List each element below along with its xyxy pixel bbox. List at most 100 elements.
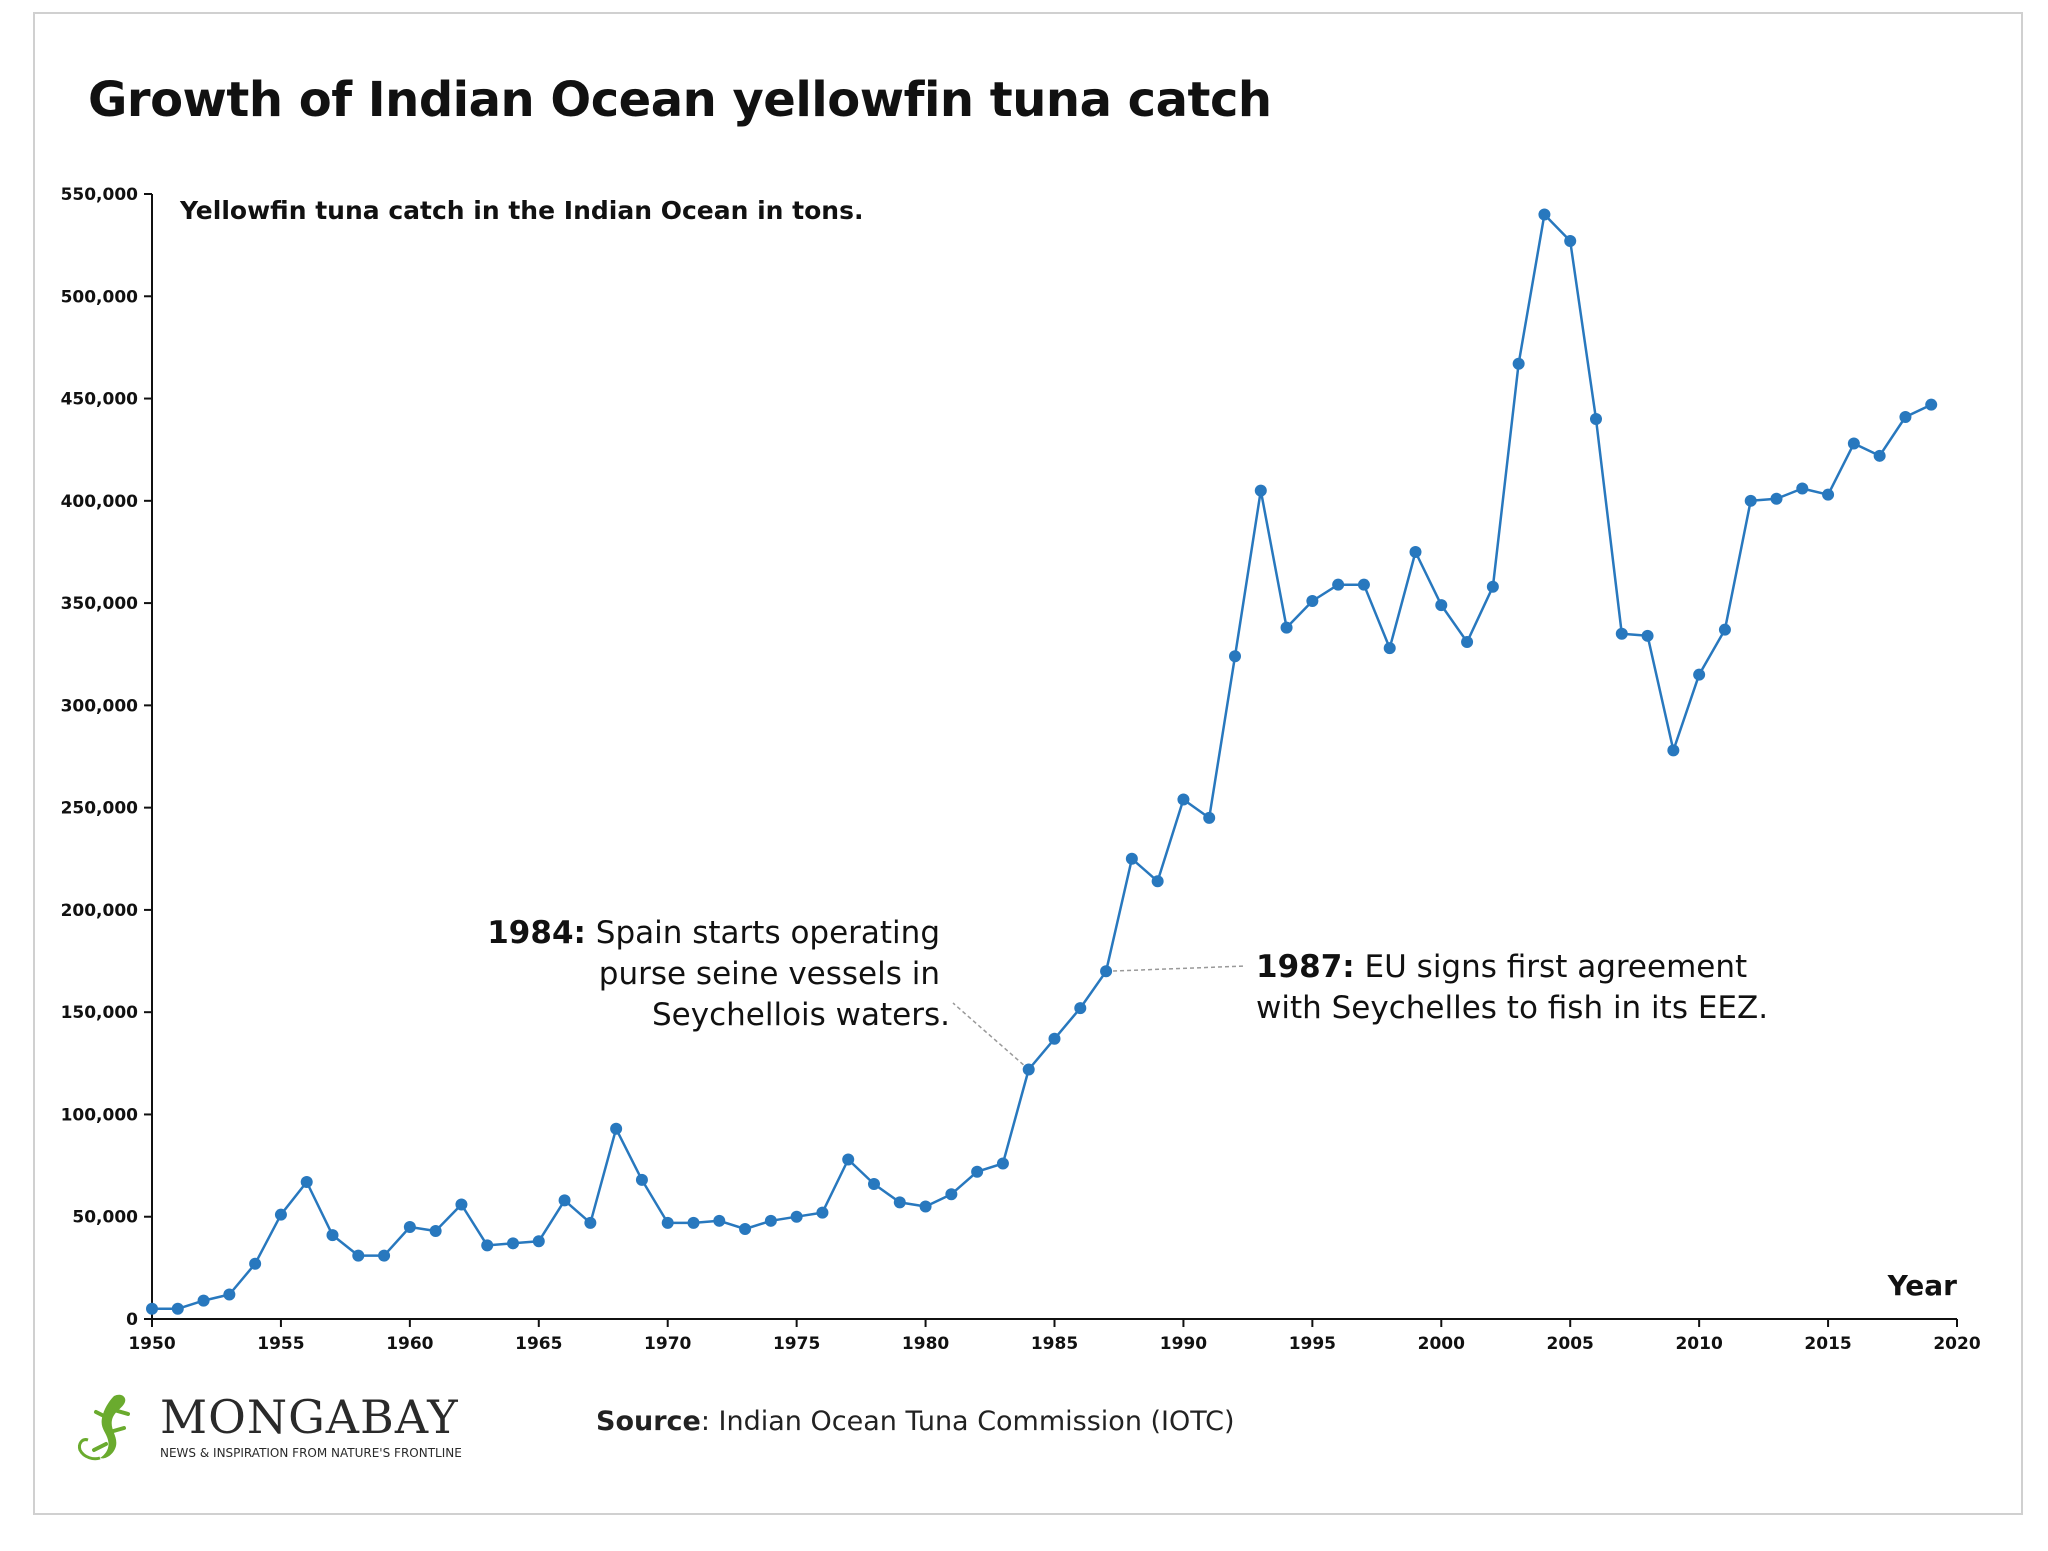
data-point-1951 [171, 1302, 184, 1315]
data-point-1976 [816, 1206, 829, 1219]
annotation-1987-line-1: 1987: EU signs first agreement [1256, 949, 1747, 985]
annotation-1984-text: Spain starts operating [586, 915, 940, 951]
data-point-1987 [1100, 965, 1113, 978]
y-tick-label: 250,000 [61, 799, 139, 819]
annotation-1987-year: 1987: [1256, 949, 1355, 985]
data-point-1998 [1383, 642, 1396, 655]
y-tick-label: 100,000 [61, 1105, 139, 1125]
data-point-1973 [739, 1223, 752, 1235]
data-point-1979 [893, 1196, 906, 1209]
data-point-1958 [352, 1249, 365, 1262]
source-text: : Indian Ocean Tuna Commission (IOTC) [700, 1406, 1235, 1437]
data-point-2018 [1899, 410, 1912, 423]
data-point-1953 [223, 1288, 236, 1301]
annotations: 1984: Spain starts operating purse seine … [487, 915, 1768, 1071]
chart-frame [33, 12, 2023, 1515]
data-point-1955 [274, 1208, 287, 1221]
y-tick-label: 150,000 [61, 1003, 139, 1023]
data-point-1997 [1357, 578, 1370, 591]
annotation-leader-1984 [952, 1002, 1030, 1071]
data-point-2003 [1512, 357, 1525, 370]
data-point-1966 [558, 1194, 571, 1207]
annotation-leader-1987 [1106, 965, 1247, 973]
data-point-1983 [996, 1157, 1009, 1170]
data-point-1981 [945, 1188, 958, 1201]
data-point-1972 [713, 1214, 726, 1227]
data-point-1992 [1229, 650, 1241, 663]
data-point-1999 [1409, 545, 1422, 558]
data-point-1961 [429, 1225, 442, 1238]
data-point-1954 [249, 1257, 262, 1270]
annotation-1984-line-1: 1984: Spain starts operating [487, 915, 940, 951]
data-point-1950 [146, 1302, 158, 1315]
y-tick-label: 200,000 [61, 901, 139, 921]
x-tick-label: 2005 [1547, 1334, 1594, 1354]
logo-wordmark: MONGABAY [160, 1390, 459, 1444]
x-tick-label: 2010 [1675, 1334, 1722, 1354]
chart-title: Growth of Indian Ocean yellowfin tuna ca… [88, 72, 1272, 128]
data-point-1971 [687, 1216, 700, 1229]
x-tick-label: 1960 [386, 1334, 433, 1354]
data-point-2016 [1847, 437, 1860, 450]
chart-subtitle: Yellowfin tuna catch in the Indian Ocean… [179, 196, 863, 225]
logo-tagline: NEWS & INSPIRATION FROM NATURE'S FRONTLI… [160, 1446, 462, 1460]
x-tick-label: 1995 [1289, 1334, 1336, 1354]
data-point-1978 [868, 1178, 880, 1190]
x-tick-label: 1965 [515, 1334, 562, 1354]
data-point-1969 [635, 1173, 648, 1186]
data-point-2010 [1693, 668, 1706, 681]
data-point-1957 [326, 1229, 339, 1242]
annotation-1984-line-2: purse seine vessels in [599, 956, 940, 992]
data-point-2009 [1667, 744, 1680, 757]
x-tick-label: 1990 [1160, 1334, 1207, 1354]
data-point-1956 [300, 1175, 313, 1188]
gecko-icon [78, 1394, 130, 1461]
data-point-2004 [1538, 208, 1551, 221]
x-tick-label: 1955 [257, 1334, 304, 1354]
data-point-2007 [1615, 627, 1628, 640]
data-point-1994 [1280, 621, 1293, 634]
data-point-1985 [1048, 1032, 1061, 1045]
annotation-1987-text: EU signs first agreement [1355, 949, 1747, 985]
x-tick-label: 2020 [1933, 1334, 1980, 1354]
data-point-1975 [790, 1210, 803, 1223]
data-point-1986 [1074, 1002, 1087, 1015]
series-group [146, 208, 1938, 1315]
data-point-1988 [1125, 852, 1138, 865]
series-line [152, 213, 1932, 1311]
x-axis-label: Year [1887, 1269, 1958, 1302]
data-point-1963 [481, 1239, 494, 1252]
data-point-1974 [764, 1214, 777, 1227]
data-point-2008 [1641, 629, 1654, 642]
data-point-2017 [1873, 449, 1886, 462]
annotation-1987-line-2: with Seychelles to fish in its EEZ. [1256, 990, 1768, 1026]
data-point-1952 [197, 1294, 210, 1307]
y-tick-label: 50,000 [72, 1208, 138, 1228]
x-tick-label: 1985 [1031, 1334, 1078, 1354]
data-point-1968 [610, 1122, 623, 1135]
data-point-1965 [532, 1235, 545, 1248]
data-point-2000 [1435, 599, 1448, 612]
x-tick-label: 1980 [902, 1334, 949, 1354]
data-point-2014 [1796, 482, 1809, 495]
y-tick-label: 500,000 [61, 287, 139, 307]
source-note: Source: Indian Ocean Tuna Commission (IO… [596, 1406, 1235, 1437]
data-point-1967 [584, 1216, 597, 1229]
data-point-2015 [1822, 488, 1835, 501]
data-point-1996 [1332, 578, 1345, 591]
x-tick-label: 1975 [773, 1334, 820, 1354]
y-tick-label: 450,000 [61, 390, 139, 410]
data-point-1989 [1151, 875, 1164, 888]
y-tick-label: 300,000 [61, 696, 139, 716]
data-point-1960 [403, 1220, 416, 1233]
data-point-2002 [1486, 580, 1499, 593]
data-point-1982 [971, 1165, 984, 1178]
y-tick-label: 350,000 [61, 594, 139, 614]
data-point-1959 [378, 1249, 391, 1262]
data-point-1984 [1022, 1063, 1035, 1076]
data-point-2001 [1461, 635, 1474, 648]
source-label: Source [596, 1406, 701, 1437]
y-tick-label: 400,000 [61, 492, 139, 512]
data-point-1991 [1203, 811, 1216, 824]
